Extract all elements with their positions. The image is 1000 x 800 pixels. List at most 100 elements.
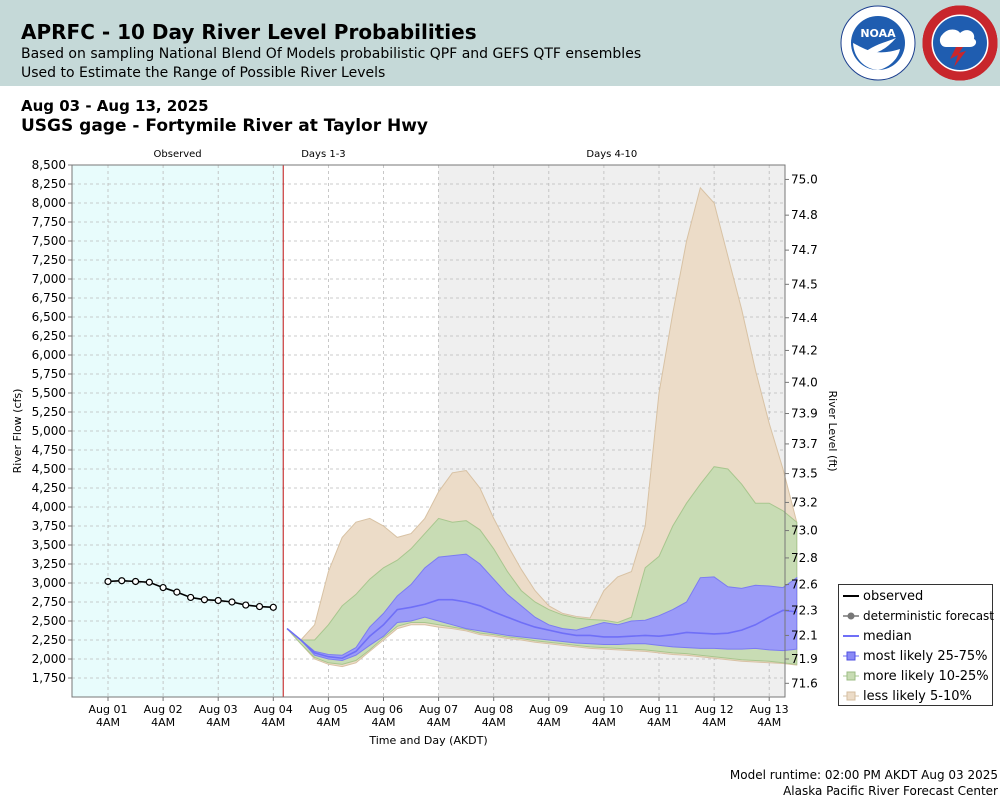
x-tick-day-label: Aug 12 [695, 703, 734, 716]
y-right-tick-label: 74.7 [791, 243, 818, 257]
header-banner: APRFC - 10 Day River Level Probabilities… [0, 0, 1000, 86]
legend-item-median: median [843, 627, 912, 645]
median-line [286, 598, 797, 660]
y-right-tick-label: 74.4 [791, 311, 818, 325]
x-tick-day-label: Aug 01 [89, 703, 128, 716]
observed-point [145, 578, 153, 586]
x-tick-time-label: 4AM [261, 716, 285, 729]
y-tick-label: 3,750 [32, 519, 66, 533]
x-tick-time-label: 4AM [537, 716, 561, 729]
chart-legend: observed deterministic forecast median m… [838, 584, 994, 706]
y-tick-label: 6,500 [32, 310, 66, 324]
observed-point [214, 596, 222, 605]
legend-item-observed: observed [843, 587, 923, 605]
forecast-center: Alaska Pacific River Forecast Center [783, 784, 998, 798]
y-right-tick-label: 72.3 [791, 603, 818, 617]
legend-label-10-25: more likely 10-25% [863, 668, 989, 684]
y-right-tick-label: 74.5 [791, 277, 818, 291]
legend-label-deterministic: deterministic forecast [863, 609, 995, 623]
x-tick-day-label: Aug 13 [750, 703, 789, 716]
x-tick-day-label: Aug 06 [364, 703, 403, 716]
gage-title: USGS gage - Fortymile River at Taylor Hw… [21, 116, 429, 136]
y-right-tick-label: 72.1 [791, 628, 818, 642]
y-tick-label: 4,250 [32, 481, 66, 495]
y-tick-label: 4,750 [32, 443, 66, 457]
y-tick-label: 3,250 [32, 557, 66, 571]
y-tick-label: 3,000 [32, 576, 66, 590]
x-axis-title: Time and Day (AKDT) [368, 734, 487, 747]
y-right-tick-label: 75.0 [791, 172, 818, 186]
observed-point [228, 598, 236, 606]
y-tick-label: 2,750 [32, 595, 66, 609]
x-tick-day-label: Aug 08 [474, 703, 513, 716]
y-right-tick-label: 72.8 [791, 551, 818, 565]
x-tick-day-label: Aug 05 [309, 703, 348, 716]
noaa-logo[interactable]: NOAA [840, 5, 916, 81]
observed-point [104, 577, 112, 586]
x-tick-time-label: 4AM [151, 716, 175, 729]
model-runtime: Model runtime: 02:00 PM AKDT Aug 03 2025 [729, 768, 998, 782]
y-right-tick-label: 74.2 [791, 343, 818, 357]
nws-logo[interactable] [922, 5, 998, 81]
y-tick-label: 5,500 [32, 386, 66, 400]
observed-point [242, 601, 250, 609]
x-tick-day-label: Aug 07 [419, 703, 458, 716]
y-right-tick-label: 71.9 [791, 652, 818, 666]
y-right-tick-label: 72.6 [791, 578, 818, 592]
legend-label-5-10: less likely 5-10% [863, 688, 972, 704]
y-tick-label: 2,500 [32, 614, 66, 628]
y-tick-label: 6,750 [32, 291, 66, 305]
legend-item-deterministic: deterministic forecast [843, 607, 994, 625]
legend-label-25-75: most likely 25-75% [863, 648, 988, 664]
observed-point [159, 583, 167, 592]
y-tick-label: 6,250 [32, 329, 66, 343]
period-label-days-4-10: Days 4-10 [586, 149, 637, 160]
x-tick-time-label: 4AM [96, 716, 120, 729]
observed-point [131, 577, 140, 586]
x-tick-time-label: 4AM [316, 716, 340, 729]
x-tick-day-label: Aug 09 [529, 703, 568, 716]
y-right-tick-label: 73.9 [791, 407, 818, 421]
y-tick-label: 7,750 [32, 215, 66, 229]
y-tick-label: 3,500 [32, 538, 66, 552]
x-tick-day-label: Aug 04 [254, 703, 293, 716]
y-tick-label: 7,500 [32, 234, 66, 248]
y-tick-label: 7,250 [32, 253, 66, 267]
period-label-observed: Observed [154, 149, 202, 160]
date-range: Aug 03 - Aug 13, 2025 [21, 97, 209, 115]
observed-point [118, 577, 126, 585]
y-right-tick-label: 73.0 [791, 524, 818, 538]
y-right-tick-label: 73.2 [791, 495, 818, 509]
y-tick-label: 8,500 [32, 158, 66, 172]
observed-point [173, 588, 181, 596]
period-label-days-1-3: Days 1-3 [301, 149, 345, 160]
y-axis-title: River Flow (cfs) [11, 389, 24, 474]
x-tick-time-label: 4AM [482, 716, 506, 729]
y-right-tick-label: 73.7 [791, 437, 818, 451]
y-tick-label: 7,000 [32, 272, 66, 286]
x-tick-day-label: Aug 10 [584, 703, 623, 716]
x-tick-time-label: 4AM [371, 716, 395, 729]
y-tick-label: 4,500 [32, 462, 66, 476]
y-axis-title-right: River Level (ft) [826, 390, 839, 471]
legend-label-observed: observed [863, 588, 924, 604]
y-tick-label: 2,000 [32, 652, 66, 666]
y-tick-label: 8,000 [32, 196, 66, 210]
x-tick-time-label: 4AM [427, 716, 451, 729]
observed-point [269, 603, 277, 611]
page-title: APRFC - 10 Day River Level Probabilities [21, 20, 477, 44]
y-right-tick-label: 71.6 [791, 676, 818, 690]
x-tick-time-label: 4AM [647, 716, 671, 729]
y-right-tick-label: 74.0 [791, 375, 818, 389]
noaa-logo-text: NOAA [860, 27, 896, 40]
observed-point [200, 596, 209, 604]
y-tick-label: 1,750 [32, 671, 66, 685]
y-right-tick-label: 74.8 [791, 208, 818, 222]
page-subtitle-2: Used to Estimate the Range of Possible R… [21, 65, 386, 81]
y-tick-label: 5,750 [32, 367, 66, 381]
x-tick-time-label: 4AM [702, 716, 726, 729]
y-tick-label: 2,250 [32, 633, 66, 647]
legend-item-5-10: less likely 5-10% [843, 687, 972, 705]
legend-item-10-25: more likely 10-25% [843, 667, 989, 685]
